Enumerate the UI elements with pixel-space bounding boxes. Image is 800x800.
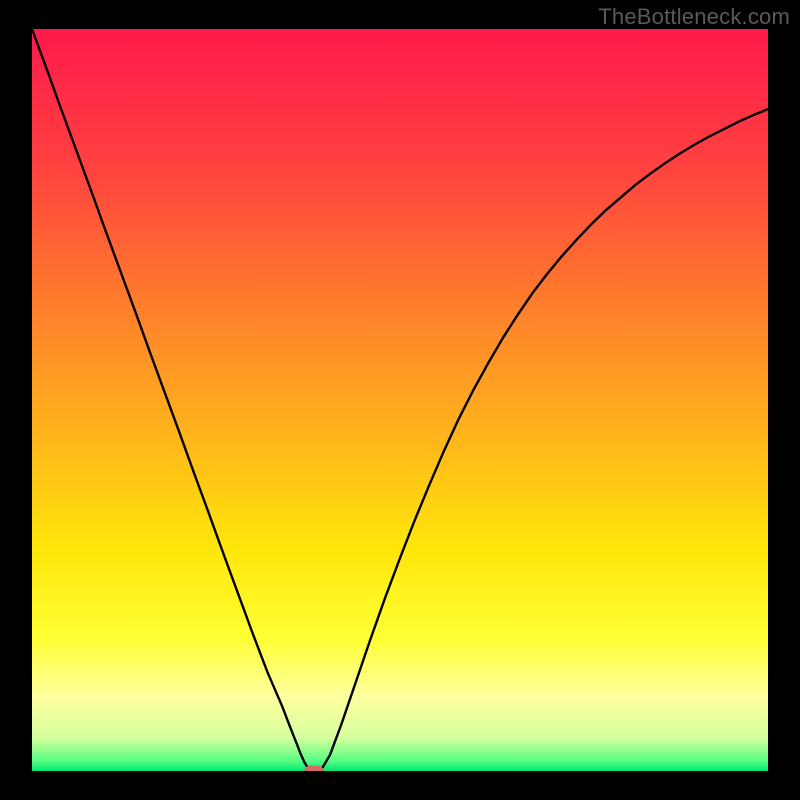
gradient-background [32,29,768,771]
chart-container: TheBottleneck.com [0,0,800,800]
bottleneck-chart [32,29,768,771]
watermark-text: TheBottleneck.com [598,4,790,30]
optimal-marker [304,766,323,771]
